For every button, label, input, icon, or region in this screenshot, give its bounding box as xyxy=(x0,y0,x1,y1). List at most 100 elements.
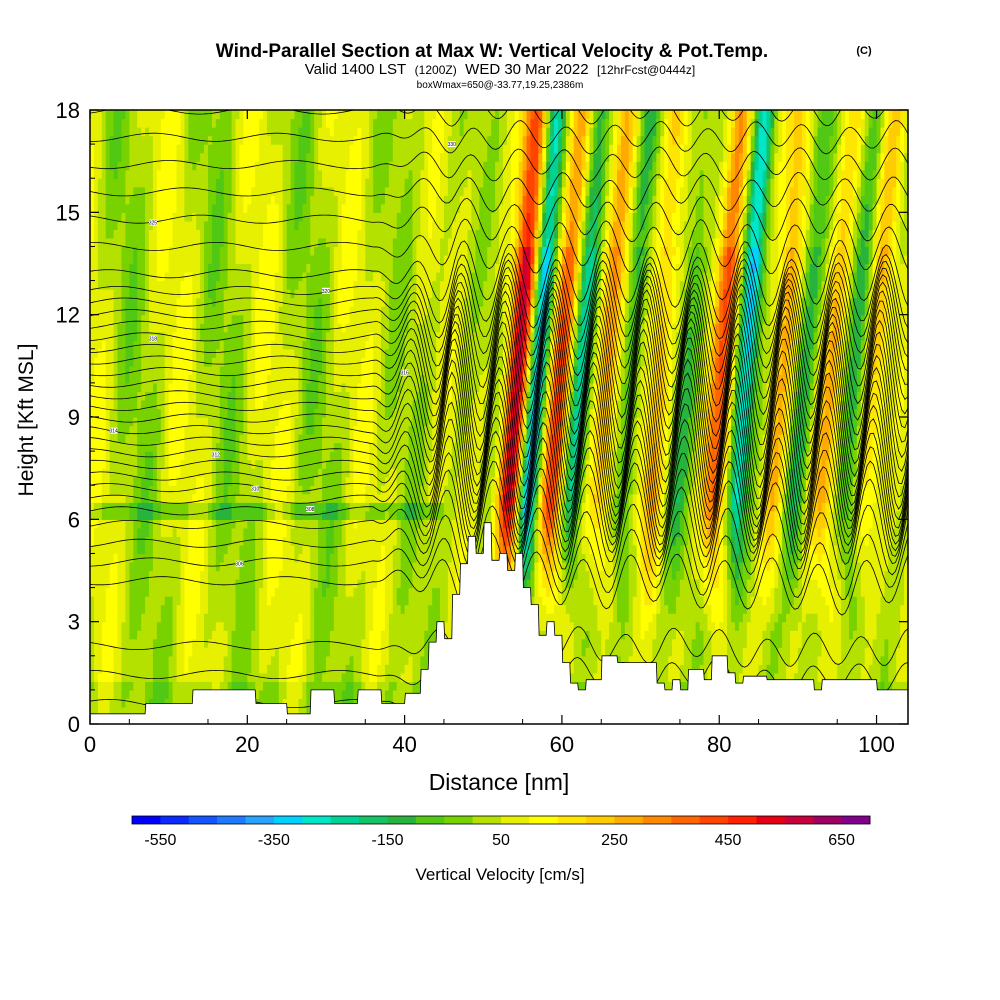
field-cell xyxy=(436,561,441,572)
field-cell xyxy=(239,579,244,589)
field-cell xyxy=(93,570,99,580)
field-cell xyxy=(636,630,642,640)
field-cell xyxy=(904,638,908,648)
field-cell xyxy=(176,570,182,580)
field-cell xyxy=(506,544,512,555)
field-cell xyxy=(821,561,827,572)
field-cell xyxy=(569,638,575,648)
field-cell xyxy=(845,596,850,606)
field-cell xyxy=(290,647,296,657)
field-cell xyxy=(876,604,882,614)
field-cell xyxy=(778,570,783,580)
field-cell xyxy=(856,638,862,648)
field-cell xyxy=(428,604,433,614)
field-cell xyxy=(239,587,244,597)
field-cell xyxy=(849,621,854,631)
field-cell xyxy=(109,681,115,691)
field-cell xyxy=(447,621,453,631)
field-cell xyxy=(192,587,197,597)
field-cell xyxy=(817,630,823,640)
field-cell xyxy=(388,553,394,563)
field-cell xyxy=(774,579,779,589)
field-cell xyxy=(345,596,351,606)
field-cell xyxy=(888,621,893,631)
field-cell xyxy=(766,664,771,674)
field-cell xyxy=(235,604,241,614)
field-cell xyxy=(668,647,673,657)
field-cell xyxy=(298,613,303,623)
field-cell xyxy=(522,553,528,563)
field-cell xyxy=(333,664,339,674)
field-cell xyxy=(762,536,768,546)
field-cell xyxy=(392,689,398,700)
field-cell xyxy=(597,579,602,589)
field-cell xyxy=(152,519,158,529)
field-cell xyxy=(766,630,771,640)
field-cell xyxy=(632,561,638,572)
field-cell xyxy=(451,561,457,572)
field-cell xyxy=(263,638,268,648)
field-cell xyxy=(829,561,834,572)
field-cell xyxy=(652,527,657,537)
field-cell xyxy=(436,596,441,606)
field-cell xyxy=(337,647,343,657)
field-cell xyxy=(805,544,811,555)
field-cell xyxy=(306,544,311,555)
field-cell xyxy=(640,613,646,623)
field-cell xyxy=(888,664,893,674)
field-cell xyxy=(585,655,591,665)
field-cell xyxy=(329,672,335,682)
field-cell xyxy=(557,579,563,589)
field-cell xyxy=(845,664,850,674)
field-cell xyxy=(762,596,768,606)
field-cell xyxy=(809,544,815,555)
field-cell xyxy=(416,527,421,537)
field-cell xyxy=(251,621,256,631)
field-cell xyxy=(286,638,292,648)
field-cell xyxy=(825,655,830,665)
field-cell xyxy=(310,664,315,674)
field-cell xyxy=(302,570,307,580)
field-cell xyxy=(137,604,142,614)
field-cell xyxy=(251,519,256,529)
field-cell xyxy=(620,630,626,640)
field-cell xyxy=(396,689,402,700)
field-cell xyxy=(530,579,535,589)
field-cell xyxy=(813,570,819,580)
field-cell xyxy=(620,570,626,580)
field-cell xyxy=(734,553,740,563)
field-cell xyxy=(286,664,292,674)
field-cell xyxy=(141,655,146,665)
field-cell xyxy=(164,698,170,708)
field-cell xyxy=(156,613,162,623)
field-cell xyxy=(888,638,893,648)
field-cell xyxy=(357,664,362,674)
field-cell xyxy=(793,587,799,597)
field-cell xyxy=(306,706,311,717)
field-cell xyxy=(93,613,99,623)
field-cell xyxy=(164,553,170,563)
field-cell xyxy=(864,655,870,665)
field-cell xyxy=(432,544,437,555)
field-cell xyxy=(758,596,764,606)
field-cell xyxy=(93,698,99,708)
field-cell xyxy=(691,655,697,665)
field-cell xyxy=(668,664,673,674)
field-cell xyxy=(341,579,347,589)
field-cell xyxy=(695,638,701,648)
field-cell xyxy=(231,561,237,572)
field-cell xyxy=(211,553,217,563)
field-cell xyxy=(404,638,410,648)
field-cell xyxy=(184,587,189,597)
field-cell xyxy=(719,613,724,623)
field-cell xyxy=(436,544,441,555)
field-cell xyxy=(573,672,579,682)
field-cell xyxy=(880,596,885,606)
field-cell xyxy=(624,604,630,614)
field-cell xyxy=(695,630,701,640)
field-cell xyxy=(322,630,327,640)
field-cell xyxy=(884,638,889,648)
field-cell xyxy=(266,561,272,572)
field-cell xyxy=(172,553,178,563)
field-cell xyxy=(306,527,311,537)
